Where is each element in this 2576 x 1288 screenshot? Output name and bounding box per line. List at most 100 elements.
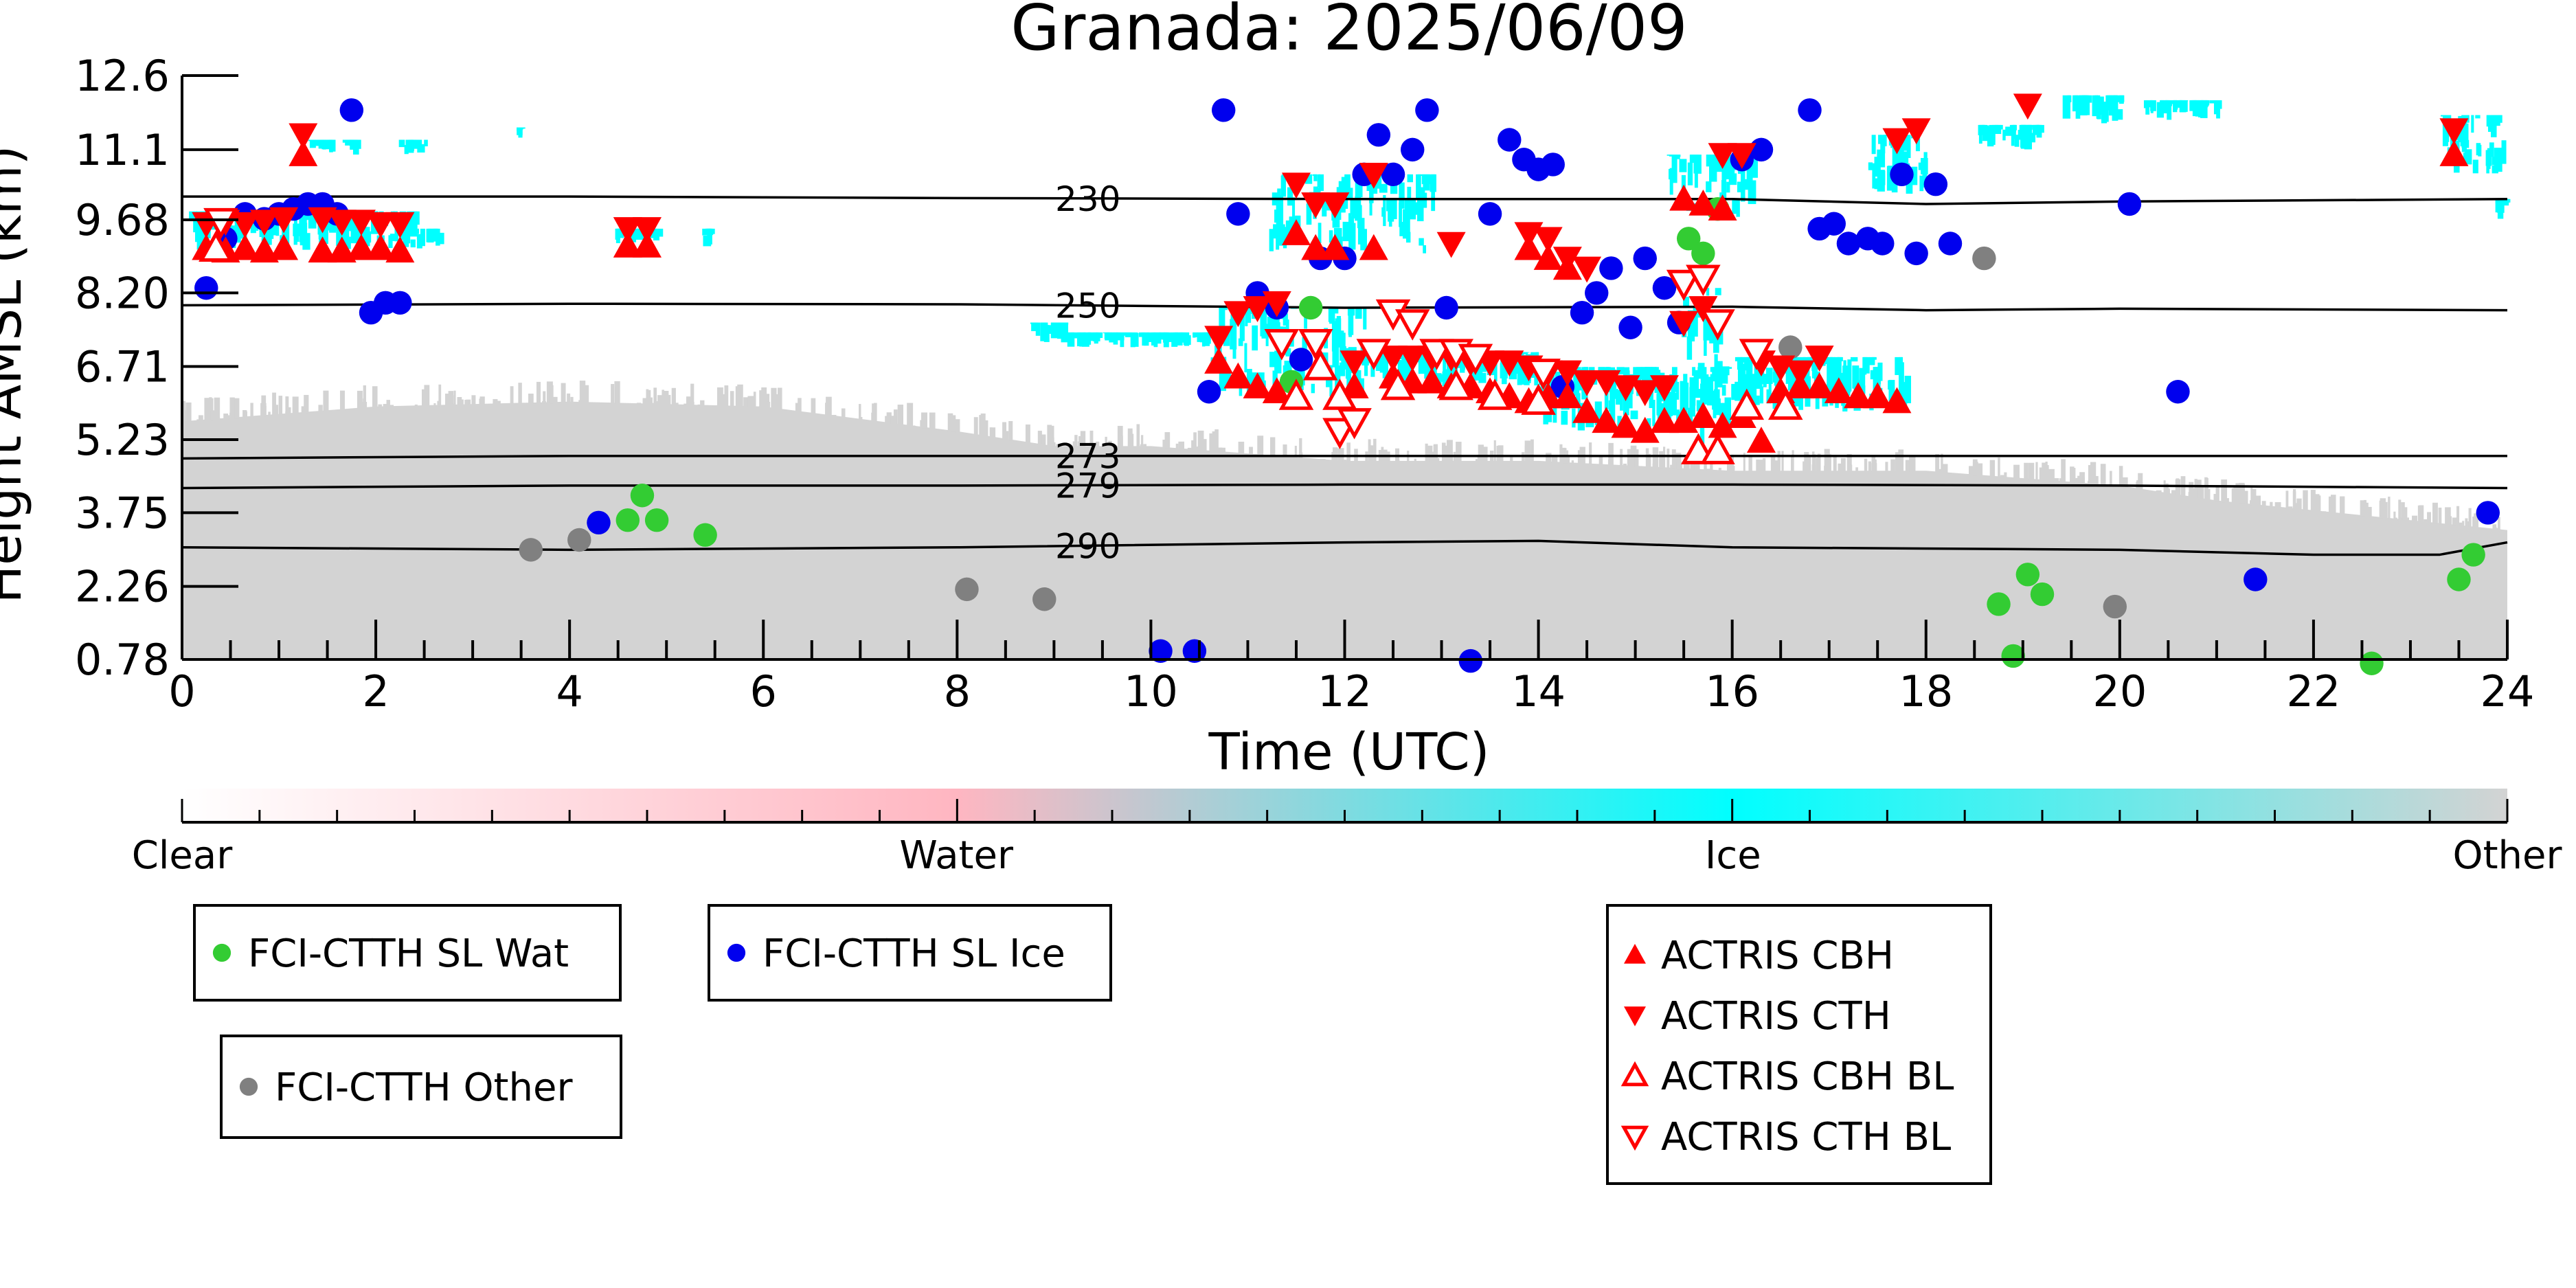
ice-phase-speckle xyxy=(2497,199,2504,219)
other-phase-speckle xyxy=(2380,498,2386,519)
ice-phase-speckle xyxy=(1721,385,1726,396)
data-point xyxy=(1337,408,1372,440)
other-phase-speckle xyxy=(1212,438,1217,453)
data-point xyxy=(1526,359,1561,390)
other-phase-speckle xyxy=(1704,464,1707,471)
ice-phase-speckle xyxy=(2489,142,2494,157)
data-point xyxy=(2244,567,2268,591)
other-phase-speckle xyxy=(421,389,427,407)
data-point xyxy=(194,276,218,300)
ice-phase-speckle xyxy=(1399,202,1403,227)
data-point xyxy=(1197,380,1221,404)
data-point xyxy=(1262,377,1291,404)
ice-phase-speckle xyxy=(1744,375,1752,405)
data-point xyxy=(327,210,357,236)
ice-phase-speckle xyxy=(2492,165,2498,174)
ice-phase-speckle xyxy=(1089,332,1094,341)
data-point xyxy=(1340,372,1369,398)
other-phase-speckle xyxy=(1200,439,1207,451)
ice-phase-speckle xyxy=(1364,352,1368,376)
other-phase-speckle xyxy=(1718,467,1721,472)
y-axis-title: Height AMSL (km) xyxy=(0,145,33,603)
other-phase-speckle xyxy=(671,387,676,406)
ice-phase-speckle xyxy=(356,139,359,144)
other-phase-speckle xyxy=(737,384,743,407)
other-phase-speckle xyxy=(2110,471,2112,486)
ice-phase-speckle xyxy=(1067,332,1074,347)
data-point xyxy=(1356,339,1392,370)
ice-phase-speckle xyxy=(1695,389,1703,398)
data-point xyxy=(1572,370,1602,396)
data-point xyxy=(1570,300,1594,325)
ice-phase-speckle xyxy=(1443,369,1451,378)
data-point xyxy=(1243,372,1272,398)
ice-phase-speckle xyxy=(1709,155,1717,182)
other-phase-speckle xyxy=(2452,517,2458,526)
other-phase-speckle xyxy=(2445,507,2451,526)
other-phase-speckle xyxy=(2495,528,2498,530)
ice-phase-speckle xyxy=(1329,230,1333,243)
ice-phase-speckle xyxy=(2501,140,2507,164)
ice-phase-speckle xyxy=(1285,220,1292,245)
ice-phase-speckle xyxy=(1046,325,1053,335)
x-tick-label: 22 xyxy=(2286,666,2340,716)
other-phase-speckle xyxy=(1006,431,1009,440)
other-phase-speckle xyxy=(361,401,368,409)
other-phase-speckle xyxy=(2395,517,2397,520)
ice-phase-speckle xyxy=(1668,168,1677,180)
other-phase-speckle xyxy=(992,429,995,438)
data-point xyxy=(1458,648,1483,673)
other-phase-speckle xyxy=(826,396,832,416)
y-tick-label: 9.68 xyxy=(75,195,170,245)
ice-phase-speckle xyxy=(1715,288,1721,295)
other-phase-speckle xyxy=(1193,432,1197,451)
other-phase-speckle xyxy=(2424,519,2429,523)
ice-phase-speckle xyxy=(433,228,439,242)
data-point xyxy=(199,230,234,262)
ice-phase-speckle xyxy=(1737,368,1742,387)
other-phase-speckle xyxy=(2100,464,2106,486)
data-point xyxy=(1727,143,1756,170)
other-phase-speckle xyxy=(528,394,534,405)
other-phase-speckle xyxy=(1299,438,1302,459)
ice-phase-speckle xyxy=(1134,332,1139,347)
data-point xyxy=(1890,162,1914,187)
other-phase-speckle xyxy=(2456,506,2460,527)
ice-phase-speckle xyxy=(1223,371,1231,383)
other-phase-speckle xyxy=(2194,479,2197,499)
other-phase-speckle xyxy=(2048,468,2055,482)
data-point xyxy=(2439,140,2469,166)
ice-phase-speckle xyxy=(1868,357,1875,365)
ice-phase-speckle xyxy=(2492,157,2495,166)
other-phase-speckle xyxy=(1826,454,1831,473)
ice-phase-speckle xyxy=(1616,389,1621,405)
other-phase-speckle xyxy=(1670,464,1673,469)
other-phase-speckle xyxy=(2412,515,2418,522)
other-phase-speckle xyxy=(448,391,454,407)
other-phase-speckle xyxy=(1002,422,1007,440)
other-phase-speckle xyxy=(2261,501,2266,507)
other-phase-speckle xyxy=(761,387,767,408)
data-point xyxy=(1686,264,1721,296)
other-phase-speckle xyxy=(1676,462,1682,470)
ice-phase-speckle xyxy=(2472,159,2478,174)
ice-phase-speckle xyxy=(1883,135,1887,146)
ice-phase-speckle xyxy=(653,228,660,240)
other-phase-speckle xyxy=(1320,459,1326,461)
ice-phase-speckle xyxy=(2200,100,2208,118)
chart-title: Granada: 2025/06/09 xyxy=(1010,0,1687,65)
data-point xyxy=(1652,276,1677,300)
other-phase-speckle xyxy=(464,399,468,406)
other-phase-speckle xyxy=(1524,446,1528,462)
ice-phase-speckle xyxy=(1344,174,1351,200)
ice-phase-speckle xyxy=(2192,100,2198,117)
ice-phase-speckle xyxy=(1333,227,1342,249)
other-phase-speckle xyxy=(886,412,892,424)
ice-phase-speckle xyxy=(1193,332,1196,338)
ice-phase-speckle xyxy=(1697,155,1702,174)
other-phase-speckle xyxy=(1369,445,1374,462)
ice-phase-speckle xyxy=(632,228,638,236)
other-phase-speckle xyxy=(363,385,366,409)
ice-phase-speckle xyxy=(1703,317,1710,341)
ice-phase-speckle xyxy=(1478,372,1487,383)
